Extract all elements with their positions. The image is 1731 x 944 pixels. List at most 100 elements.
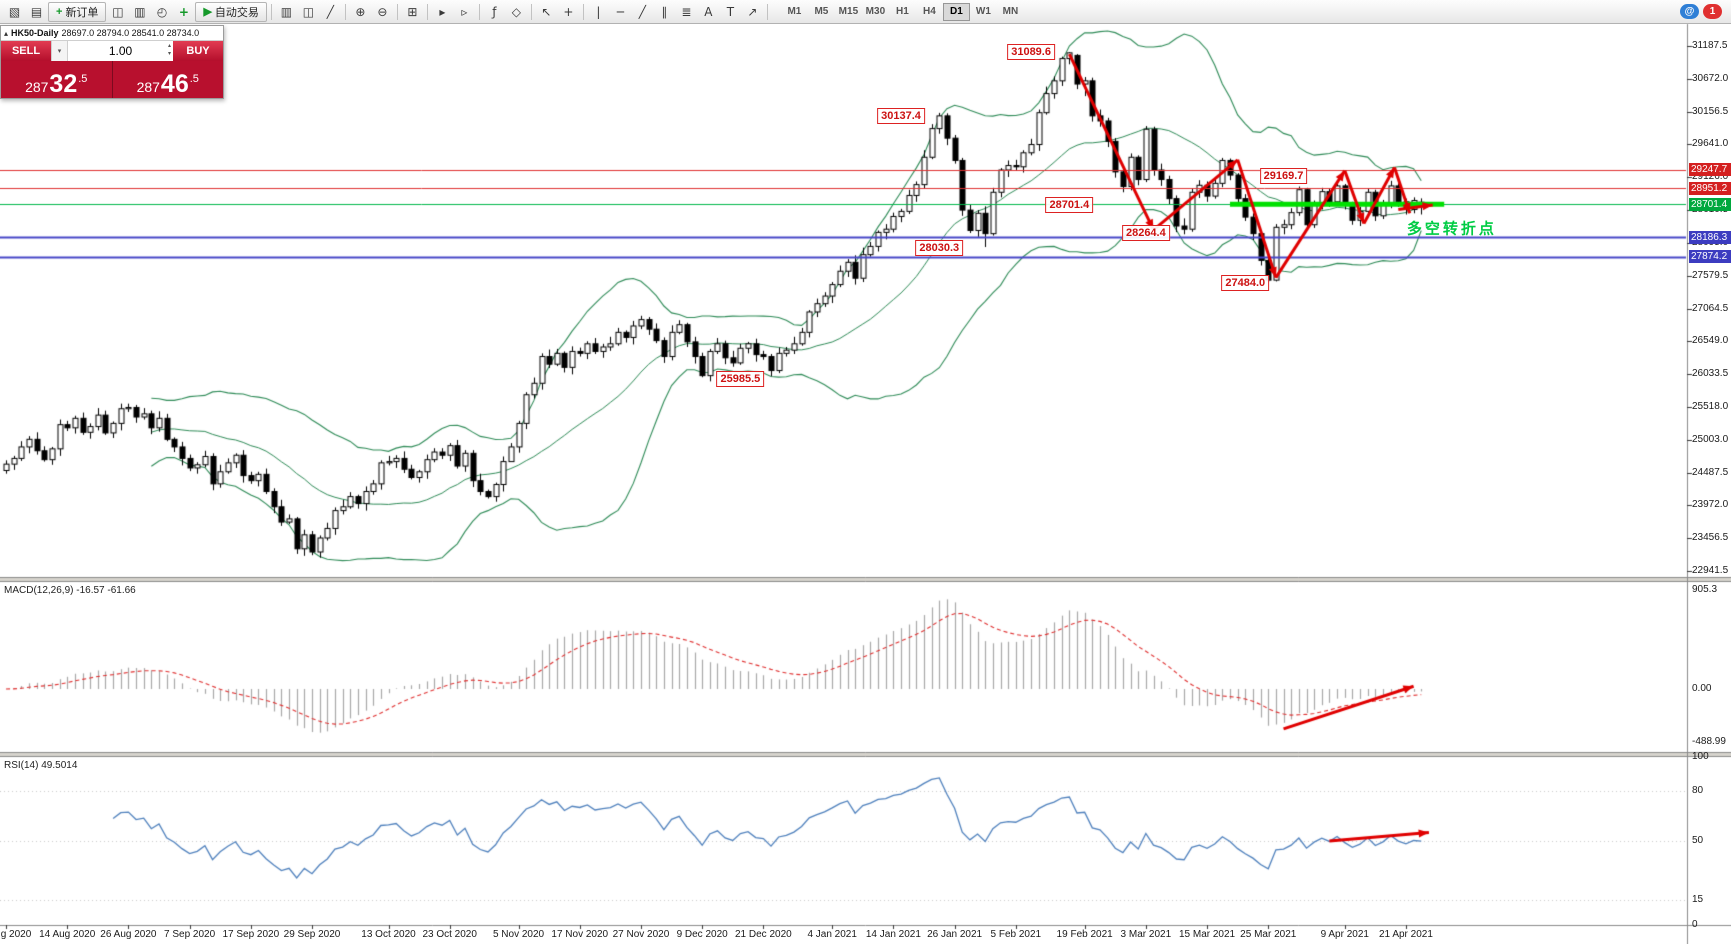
price-annotation[interactable]: 27484.0 [1221,275,1270,292]
price-scale-label: 25518.0 [1692,400,1729,412]
main-toolbar: ▧ ▤ + 新订单 ◫ ▥ ◴ + ▶ 自动交易 ▥ ◫ ╱ ⊕ ⊖ ⊞ ▸ ▹ ƒ ◇ ↖ + | ─ ╱ ∥ ≣ A T ↗ M1 M5… [0,0,1731,24]
profiles-icon[interactable]: ▥ [129,2,150,21]
tile-windows-icon[interactable]: ⊞ [402,2,423,21]
indicators-list-icon[interactable]: ƒ [484,2,505,21]
ohlc-quote: 28697.0 28794.0 28541.0 28734.0 [61,28,200,38]
messages-icon[interactable]: @ [1680,4,1699,19]
auto-scroll-icon[interactable]: ▸ [432,2,453,21]
timeframe-m15-button[interactable]: M15 [835,3,862,21]
objects-list-icon[interactable]: ◇ [506,2,527,21]
chart-shift-icon[interactable]: ▹ [454,2,475,21]
horizontal-line-icon[interactable]: ─ [610,2,631,21]
timeframe-w1-button[interactable]: W1 [970,3,997,21]
auto-trading-button[interactable]: ▶ 自动交易 [195,1,267,22]
charts-window-icon[interactable]: ◫ [107,2,128,21]
price-annotation[interactable]: 25985.5 [716,370,765,387]
one-click-trading-panel: ▴ HK50-Daily 28697.0 28794.0 28541.0 287… [0,25,224,99]
date-axis-label: 17 Nov 2020 [551,929,609,940]
volume-input[interactable]: 1.00 ▴ ▾ [68,41,173,61]
text-icon[interactable]: A [698,2,719,21]
line-chart-icon[interactable]: ╱ [320,2,341,21]
date-axis-label: 14 Jan 2021 [865,929,921,940]
arrows-tool-icon[interactable]: ↗ [742,2,763,21]
rsi-scale-label: 100 [1692,751,1709,762]
timeframe-toolbar: M1 M5 M15 M30 H1 H4 D1 W1 MN [781,2,1024,21]
timeframe-m30-button[interactable]: M30 [862,3,889,21]
timeframe-h4-button[interactable]: H4 [916,3,943,21]
history-center-icon[interactable]: ◴ [151,2,172,21]
vertical-line-icon[interactable]: | [588,2,609,21]
date-axis-label: 14 Aug 2020 [39,929,96,940]
volume-preset-dropdown[interactable]: ▾ [51,41,68,61]
price-annotation[interactable]: 28701.4 [1045,197,1094,213]
add-indicator-icon[interactable]: + [173,2,194,21]
price-scale-label: 31187.5 [1692,40,1728,51]
date-axis-label: 21 Dec 2020 [734,929,792,940]
sell-price-display[interactable]: 287 32.5 [1,61,113,98]
trendline-icon[interactable]: ╱ [632,2,653,21]
timeframe-m1-button[interactable]: M1 [781,3,808,21]
text-label-icon[interactable]: T [720,2,741,21]
price-scale-label: 24487.5 [1692,466,1729,478]
sell-button[interactable]: SELL [1,41,51,61]
date-axis-label: 3 Mar 2021 [1120,929,1172,940]
collapse-panel-arrow[interactable]: ▴ [4,28,9,38]
price-scale-label: 30672.0 [1692,72,1729,84]
symbol-timeframe-label: HK50-Daily [11,28,59,38]
sell-price-suffix: .5 [78,73,88,85]
bar-chart-icon[interactable]: ▥ [276,2,297,21]
cursor-icon[interactable]: ↖ [536,2,557,21]
market-watch-icon[interactable]: ▤ [26,2,47,21]
volume-spinner[interactable]: ▴ ▾ [168,42,171,58]
timeframe-mn-button[interactable]: MN [997,3,1024,21]
date-axis-label: 26 Jan 2021 [927,929,983,940]
crosshair-icon[interactable]: + [558,2,579,21]
date-axis-label: 4 Aug 2020 [0,929,32,940]
order-controls-row: SELL ▾ 1.00 ▴ ▾ BUY [1,40,223,61]
spin-down-icon[interactable]: ▾ [167,51,171,57]
macd-scale-label: -488.99 [1692,736,1726,748]
macd-scale-label: 0.00 [1692,683,1712,694]
price-scale-label: 25003.0 [1692,433,1729,445]
rsi-scale-label: 80 [1692,784,1704,796]
price-annotation[interactable]: 30137.4 [877,107,925,124]
date-axis-label: 5 Feb 2021 [990,929,1042,940]
date-axis-label: 21 Apr 2021 [1378,929,1433,940]
new-chart-icon[interactable]: ▧ [4,2,25,21]
date-axis-label: 19 Feb 2021 [1056,929,1113,940]
sell-price-big: 32 [49,70,78,98]
zoom-in-icon[interactable]: ⊕ [350,2,371,21]
toolbar-separator [478,3,480,20]
timeframe-m5-button[interactable]: M5 [808,3,835,21]
timeframe-h1-button[interactable]: H1 [889,3,916,21]
equidistant-channel-icon[interactable]: ∥ [654,2,675,21]
spin-up-icon[interactable]: ▴ [167,43,171,49]
turning-point-note[interactable]: 多空转折点 [1406,220,1497,238]
new-order-button-label: 新订单 [65,6,99,19]
price-scale-label: 30156.5 [1692,105,1729,117]
fibonacci-icon[interactable]: ≣ [676,2,697,21]
buy-button[interactable]: BUY [173,41,223,61]
toolbar-separator [530,3,532,20]
price-annotation[interactable]: 28030.3 [915,239,964,256]
buy-price-display[interactable]: 287 46.5 [112,61,223,98]
rsi-scale-label: 50 [1692,835,1704,846]
new-order-button[interactable]: + 新订单 [48,1,107,22]
date-axis-label: 5 Nov 2020 [492,929,545,940]
price-annotation[interactable]: 29169.7 [1259,167,1308,184]
price-annotation[interactable]: 31089.6 [1007,43,1055,60]
toolbar-separator [344,3,346,20]
date-axis-label: 13 Oct 2020 [361,929,416,940]
zoom-out-icon[interactable]: ⊖ [372,2,393,21]
notifications-badge[interactable]: 1 [1703,4,1722,19]
price-scale-label: 29126.0 [1692,171,1729,183]
price-scale-label: 23972.0 [1692,499,1729,511]
date-axis-label: 26 Aug 2020 [100,929,157,940]
price-annotation[interactable]: 28264.4 [1121,225,1170,242]
date-axis-label: 15 Mar 2021 [1178,929,1236,940]
timeframe-d1-button[interactable]: D1 [942,2,970,21]
candlestick-chart-icon[interactable]: ◫ [298,2,319,21]
quote-header: ▴ HK50-Daily 28697.0 28794.0 28541.0 287… [1,26,223,40]
